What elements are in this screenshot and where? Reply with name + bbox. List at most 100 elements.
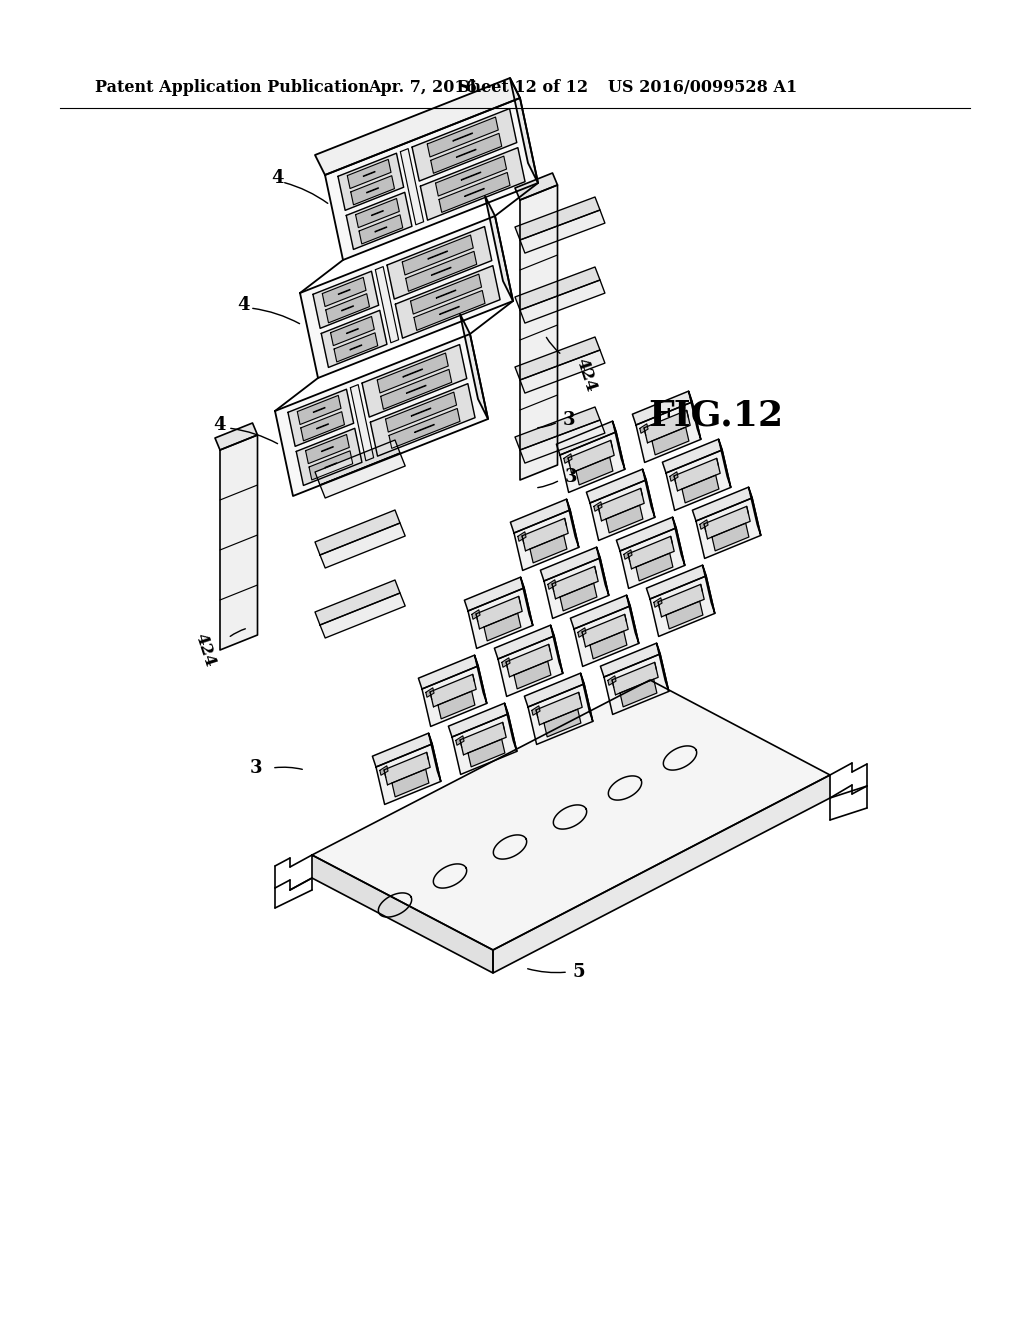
Polygon shape: [429, 733, 440, 781]
Text: US 2016/0099528 A1: US 2016/0099528 A1: [608, 79, 798, 96]
Polygon shape: [465, 577, 524, 611]
Polygon shape: [564, 454, 572, 463]
Text: 5: 5: [573, 964, 586, 981]
Polygon shape: [220, 436, 257, 649]
Polygon shape: [395, 265, 500, 338]
Polygon shape: [453, 133, 472, 141]
Polygon shape: [312, 680, 830, 950]
Polygon shape: [319, 453, 406, 498]
Polygon shape: [670, 471, 678, 482]
Polygon shape: [600, 643, 660, 677]
Polygon shape: [392, 770, 429, 797]
Polygon shape: [636, 403, 700, 462]
Polygon shape: [498, 636, 563, 697]
Polygon shape: [663, 440, 722, 473]
Text: Apr. 7, 2016: Apr. 7, 2016: [368, 79, 477, 96]
Polygon shape: [439, 306, 460, 314]
Polygon shape: [682, 475, 719, 503]
Polygon shape: [449, 704, 508, 737]
Text: Patent Application Publication: Patent Application Publication: [95, 79, 370, 96]
Polygon shape: [342, 306, 353, 312]
Text: 4: 4: [214, 416, 226, 434]
Polygon shape: [376, 744, 440, 804]
Polygon shape: [582, 614, 628, 647]
Polygon shape: [530, 535, 567, 562]
Polygon shape: [474, 655, 486, 704]
Polygon shape: [666, 601, 702, 628]
Polygon shape: [719, 440, 731, 487]
Polygon shape: [692, 487, 753, 521]
Polygon shape: [373, 733, 432, 767]
Polygon shape: [598, 488, 644, 521]
Polygon shape: [431, 267, 451, 276]
Polygon shape: [386, 392, 457, 432]
Polygon shape: [556, 421, 616, 455]
Polygon shape: [300, 216, 513, 378]
Polygon shape: [438, 692, 475, 719]
Polygon shape: [431, 133, 502, 173]
Text: 4: 4: [237, 296, 249, 314]
Polygon shape: [377, 352, 449, 393]
Polygon shape: [515, 197, 600, 240]
Polygon shape: [309, 451, 352, 480]
Polygon shape: [376, 267, 398, 343]
Polygon shape: [551, 626, 563, 673]
Polygon shape: [315, 579, 400, 624]
Polygon shape: [640, 424, 648, 433]
Polygon shape: [650, 576, 715, 636]
Polygon shape: [520, 210, 605, 253]
Polygon shape: [485, 195, 513, 301]
Polygon shape: [604, 653, 669, 714]
Polygon shape: [355, 198, 399, 227]
Polygon shape: [351, 176, 394, 205]
Polygon shape: [439, 173, 510, 213]
Polygon shape: [472, 610, 480, 619]
Polygon shape: [275, 334, 488, 496]
Polygon shape: [575, 457, 613, 484]
Polygon shape: [560, 432, 625, 492]
Polygon shape: [644, 411, 690, 442]
Polygon shape: [430, 675, 476, 706]
Text: Sheet 12 of 12: Sheet 12 of 12: [458, 79, 588, 96]
Polygon shape: [407, 385, 426, 393]
Polygon shape: [460, 314, 488, 418]
Polygon shape: [646, 565, 707, 599]
Polygon shape: [288, 389, 353, 446]
Polygon shape: [520, 577, 532, 626]
Text: 3: 3: [563, 411, 575, 429]
Polygon shape: [313, 408, 325, 413]
Polygon shape: [570, 595, 630, 630]
Polygon shape: [652, 428, 689, 455]
Polygon shape: [510, 499, 570, 533]
Polygon shape: [560, 583, 597, 611]
Polygon shape: [574, 606, 639, 667]
Text: 3: 3: [565, 469, 578, 486]
Polygon shape: [323, 277, 366, 306]
Polygon shape: [674, 458, 720, 491]
Polygon shape: [643, 469, 654, 517]
Polygon shape: [319, 523, 406, 568]
Polygon shape: [322, 310, 387, 367]
Polygon shape: [520, 350, 605, 393]
Polygon shape: [552, 566, 598, 599]
Polygon shape: [380, 766, 388, 775]
Polygon shape: [427, 117, 499, 157]
Polygon shape: [544, 709, 581, 737]
Polygon shape: [325, 463, 337, 469]
Polygon shape: [301, 412, 344, 441]
Polygon shape: [375, 227, 387, 232]
Polygon shape: [705, 507, 751, 539]
Polygon shape: [465, 189, 484, 197]
Polygon shape: [313, 271, 379, 329]
Polygon shape: [590, 631, 627, 659]
Polygon shape: [362, 345, 467, 417]
Polygon shape: [338, 289, 350, 294]
Polygon shape: [326, 294, 370, 323]
Polygon shape: [520, 185, 557, 480]
Polygon shape: [696, 498, 761, 558]
Polygon shape: [627, 595, 639, 643]
Polygon shape: [406, 251, 477, 292]
Polygon shape: [387, 227, 492, 300]
Polygon shape: [520, 280, 605, 323]
Polygon shape: [384, 752, 430, 785]
